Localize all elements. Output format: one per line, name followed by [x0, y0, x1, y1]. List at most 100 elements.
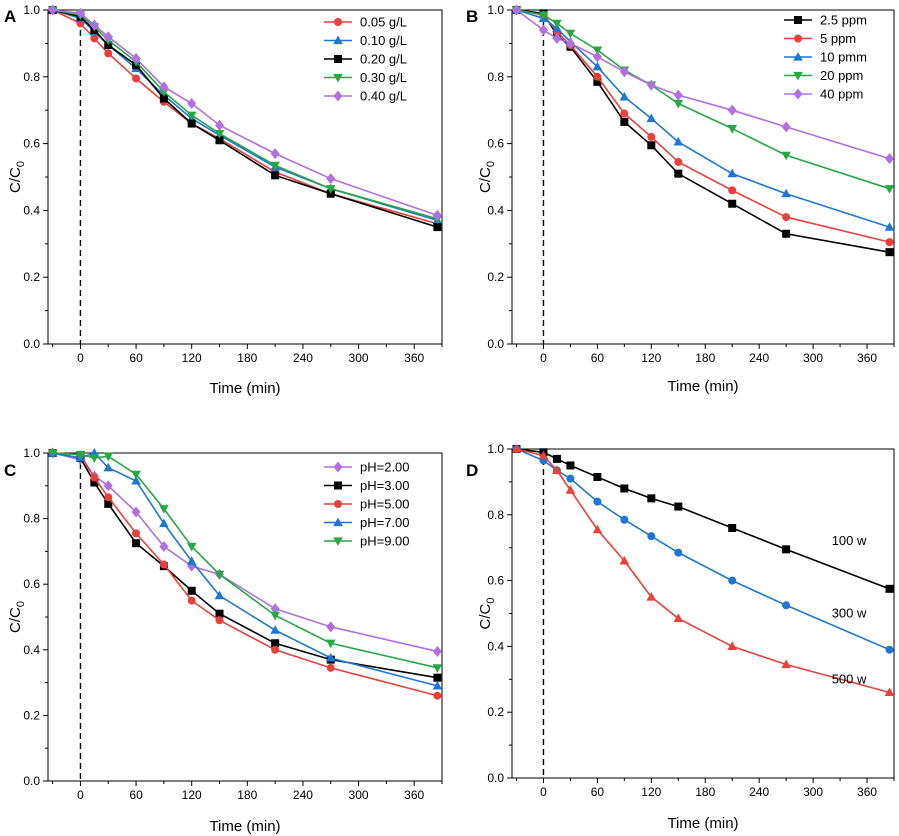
panel-b-data-point [884, 222, 895, 231]
panel-b-data-point [646, 79, 656, 91]
panel-b-y-tick-label: 0.4 [487, 203, 504, 217]
panel-b-data-point [511, 4, 521, 16]
panel-c-data-point [432, 680, 443, 690]
panel-b-data-point [619, 66, 629, 78]
panel-d-letter: D [466, 461, 478, 480]
panel-c-y-tick-label: 0.6 [23, 577, 40, 591]
panel-d-x-tick-label: 0 [540, 785, 547, 799]
panel-c-legend-label: pH=9.00 [360, 534, 410, 549]
panel-c-data-point [47, 449, 58, 458]
panel-c-letter: C [4, 461, 16, 480]
panel-c-legend-label: pH=7.00 [360, 515, 410, 530]
panel-a-data-point [186, 111, 197, 121]
panel-c-data-point [270, 611, 280, 621]
panel-b-data-point [885, 153, 895, 165]
panel-b-legend-label: 40 ppm [820, 87, 863, 102]
panel-c-x-tick-label: 240 [293, 788, 313, 802]
panel-b-legend-label: 2.5 ppm [820, 13, 867, 28]
panel-c-data-point [433, 691, 442, 700]
panel-c-y-tick-label: 0.2 [23, 708, 40, 722]
panel-b-data-point [592, 46, 603, 56]
panel-a-data-point [326, 189, 335, 198]
panel-b-data-point [592, 61, 603, 71]
panel-b-data-point [673, 99, 684, 109]
panel-b-y-axis-title: C/C0 [477, 161, 497, 193]
panel-a-legend-marker [334, 18, 342, 26]
panel-d-y-tick-label: 0.4 [487, 639, 504, 653]
panel-a-y-tick-label: 0.8 [23, 70, 40, 84]
panel-b-data-point [674, 157, 683, 166]
panel-a-legend-marker [333, 73, 343, 83]
panel-b-data-point [538, 11, 549, 21]
panel-b-x-tick-label: 180 [695, 351, 715, 365]
panel-d-data-point [538, 450, 549, 460]
panel-a-legend-label: 0.05 g/L [360, 15, 407, 30]
panel-b-x-tick-label: 0 [540, 351, 547, 365]
panel-d-data-point [511, 444, 522, 453]
panel-a-legend: 0.05 g/L 0.10 g/L 0.20 g/L 0.30 g/L 0.40 g/L [324, 15, 407, 104]
panel-a-letter: A [4, 7, 16, 26]
panel-a-legend-label: 0.10 g/L [360, 33, 407, 48]
panel-a-data-point [132, 74, 141, 83]
panel-b-data-point [727, 124, 738, 134]
panel-a-data-point [214, 129, 225, 139]
panel-d-series-line [516, 448, 890, 590]
panel-b-letter: B [466, 7, 478, 26]
panel-a-x-tick-label: 180 [237, 351, 257, 365]
panel-d-y-axis-title: C/C0 [477, 598, 497, 630]
panel-b: 0 60 120 180 240 300 360 0.0 0.2 0.4 0.6 0.8 1.0 Time… [466, 3, 895, 395]
panel-b-x-tick-label: 60 [591, 351, 605, 365]
panel-a-legend-label: 0.40 g/L [360, 89, 407, 104]
panel-d-series-1 [512, 445, 894, 654]
panel-c-data-point [186, 556, 197, 565]
panel-a-x-tick-label: 360 [404, 351, 424, 365]
panel-a-data-point [90, 34, 99, 43]
panel-a-data-point [270, 148, 280, 160]
panel-c-data-point [326, 621, 336, 633]
panel-c-x-tick-label: 120 [182, 788, 202, 802]
panel-c-legend-marker [334, 500, 342, 508]
panel-a-data-point [159, 81, 169, 93]
panel-c: 0 60 120 180 240 300 360 0.0 0.2 0.4 0.6 0.8 1.0 Time… [4, 446, 443, 835]
panel-d-data-point [647, 532, 656, 541]
panel-c-data-point [187, 586, 196, 595]
panel-d-y-tick-label: 0.8 [487, 508, 504, 522]
panel-c-data-point [326, 663, 335, 672]
panel-c-data-point [186, 542, 197, 552]
panel-d-data-point [566, 474, 575, 483]
panel-c-data-point [159, 540, 169, 552]
panel-c-data-point [104, 499, 113, 508]
panel-d-x-tick-label: 120 [641, 785, 661, 799]
panel-a-data-point [432, 209, 442, 221]
panel-b-data-point [647, 132, 656, 141]
panel-d-data-point [782, 601, 791, 610]
panel-b-data-point [538, 24, 548, 36]
panel-d-x-tick-label: 300 [803, 785, 823, 799]
panel-a-data-point [104, 41, 113, 50]
panel-b-data-point [620, 109, 629, 118]
panel-d: 0 60 120 180 240 300 360 0.0 0.2 0.4 0.6 0.8 1.0 Time… [466, 442, 895, 832]
panel-c-y-axis-title: C/C0 [7, 601, 27, 633]
panel-d-y-tick-label: 0.0 [487, 771, 504, 785]
panel-b-x-tick-label: 120 [641, 351, 661, 365]
panel-b-y-tick-label: 0.8 [487, 70, 504, 84]
panel-b-legend-marker [793, 88, 803, 100]
panel-c-data-point [159, 505, 169, 514]
panel-b-series-3 [511, 6, 895, 194]
panel-d-series-annotation: 100 w [832, 533, 867, 548]
panel-d-data-point [619, 555, 630, 565]
panel-a-y-tick-label: 0.4 [23, 203, 40, 217]
panel-c-legend: pH=2.00 pH=3.00 pH=5.00 pH=7.00 pH=9.00 [324, 460, 410, 549]
panel-d-data-point [565, 485, 576, 494]
panel-a-x-tick-label: 240 [293, 351, 313, 365]
panel-b-data-point [674, 169, 683, 178]
panel-c-legend-label: pH=5.00 [360, 497, 410, 512]
panel-b-legend-marker [794, 16, 802, 24]
panel-d-series-annotation: 300 w [832, 606, 867, 621]
panel-c-data-point [159, 560, 168, 569]
panel-c-data-point [75, 451, 86, 460]
panel-b-legend-marker [793, 71, 803, 81]
panel-b-data-point [673, 89, 683, 101]
panel-b-data-point [884, 185, 895, 194]
panel-b-data-point [565, 29, 576, 39]
